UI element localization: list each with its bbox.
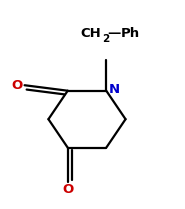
Text: Ph: Ph [121,27,140,40]
Text: N: N [108,83,120,96]
Text: O: O [11,79,23,92]
Text: 2: 2 [102,34,109,44]
Text: CH: CH [80,27,101,40]
Text: O: O [62,184,73,196]
Text: —: — [108,27,121,40]
